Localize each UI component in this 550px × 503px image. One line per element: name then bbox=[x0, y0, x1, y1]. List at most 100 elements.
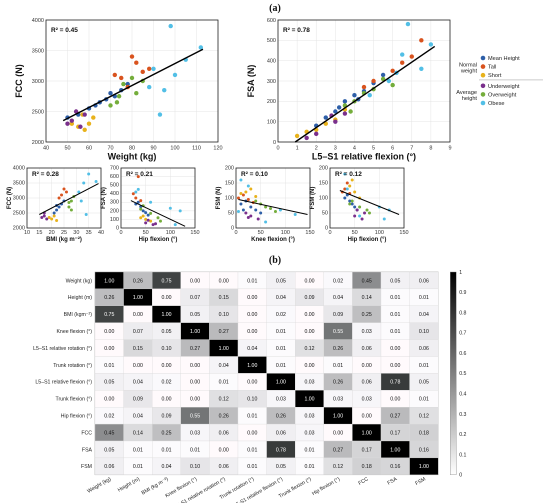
plot-frame bbox=[235, 167, 311, 229]
y-tick-label: 4000 bbox=[32, 18, 44, 24]
heatmap-value: 1.00 bbox=[247, 363, 257, 369]
data-point bbox=[419, 38, 424, 43]
heatmap-value: 0.00 bbox=[104, 329, 114, 335]
data-point bbox=[69, 208, 73, 212]
heatmap-col-label: FSM bbox=[414, 476, 426, 487]
plot-frame bbox=[26, 167, 102, 229]
data-point bbox=[168, 206, 172, 210]
r-squared-annotation: R² = 0.78 bbox=[283, 27, 310, 34]
heatmap-value: 0.00 bbox=[247, 312, 257, 318]
y-tick-label: 0 bbox=[231, 225, 234, 231]
heatmap-value: 1.00 bbox=[333, 413, 343, 419]
data-point bbox=[254, 195, 258, 198]
data-point bbox=[343, 172, 347, 176]
data-point bbox=[294, 133, 300, 139]
data-point bbox=[139, 216, 143, 220]
y-tick-label: 400 bbox=[267, 59, 276, 65]
heatmap-value: 0.75 bbox=[104, 312, 114, 318]
heatmap-value: 0.00 bbox=[133, 363, 143, 369]
x-axis-label: L5–S1 relative flexion (°) bbox=[312, 152, 416, 162]
heatmap-row-label: Trunk flexion (°) bbox=[56, 397, 93, 403]
heatmap-value: 0.00 bbox=[247, 329, 257, 335]
y-tick-label: 0 bbox=[116, 225, 119, 231]
heatmap-value: 0.01 bbox=[304, 464, 314, 470]
heatmap-value: 0.10 bbox=[190, 464, 200, 470]
data-point bbox=[348, 199, 352, 203]
data-point bbox=[350, 202, 354, 206]
x-tick-label: 10 bbox=[24, 230, 30, 236]
heatmap-value: 0.26 bbox=[133, 278, 143, 284]
data-point bbox=[246, 216, 250, 219]
y-tick-label: 2000 bbox=[32, 140, 44, 146]
heatmap-value: 0.26 bbox=[219, 413, 229, 419]
heatmap-value: 0.15 bbox=[219, 295, 229, 301]
data-point bbox=[269, 207, 273, 210]
data-point bbox=[157, 112, 163, 117]
x-tick-label: 100 bbox=[375, 230, 384, 236]
data-point bbox=[141, 209, 145, 213]
heatmap-value: 1.00 bbox=[133, 295, 143, 301]
x-tick-label: 1 bbox=[296, 146, 299, 152]
heatmap-value: 0.07 bbox=[190, 295, 200, 301]
data-point bbox=[149, 200, 153, 204]
heatmap-value: 0.16 bbox=[390, 464, 400, 470]
x-tick-label: 50 bbox=[64, 146, 70, 152]
heatmap-value: 0.04 bbox=[276, 295, 286, 301]
heatmap-value: 0.00 bbox=[390, 397, 400, 403]
heatmap-value: 0.05 bbox=[104, 380, 114, 386]
data-point bbox=[323, 115, 328, 120]
heatmap-value: 0.01 bbox=[390, 329, 400, 335]
x-tick-label: 15 bbox=[36, 230, 42, 236]
legend-marker bbox=[480, 92, 486, 97]
heatmap-value: 0.00 bbox=[133, 312, 143, 318]
heatmap-value: 0.27 bbox=[190, 346, 200, 352]
data-point bbox=[134, 196, 138, 200]
trend-line bbox=[130, 200, 186, 227]
data-point bbox=[134, 190, 138, 194]
y-tick-label: 150 bbox=[319, 180, 328, 186]
heatmap-value: 0.01 bbox=[390, 295, 400, 301]
y-tick-label: 100 bbox=[110, 217, 119, 223]
data-point bbox=[149, 211, 153, 215]
heatmap-value: 0.00 bbox=[304, 363, 314, 369]
heatmap-value: 0.04 bbox=[133, 380, 143, 386]
y-tick-label: 500 bbox=[110, 183, 119, 189]
data-point bbox=[353, 214, 357, 218]
colorbar-tick-label: 1 bbox=[459, 270, 462, 276]
r-squared-annotation: R² = 0.12 bbox=[335, 171, 362, 178]
y-tick-label: 200 bbox=[225, 165, 234, 171]
heatmap-value: 1.00 bbox=[219, 346, 229, 352]
heatmap-value: 0.01 bbox=[304, 447, 314, 453]
data-point bbox=[40, 216, 44, 219]
y-axis-label: FSM (N) bbox=[216, 187, 222, 210]
data-point bbox=[358, 205, 362, 209]
heatmap-value: 0.27 bbox=[390, 413, 400, 419]
data-point bbox=[131, 192, 135, 196]
x-axis-label: Hip flexion (°) bbox=[139, 237, 178, 243]
heatmap-value: 0.01 bbox=[247, 278, 257, 284]
heatmap-value: 1.00 bbox=[419, 464, 429, 470]
heatmap-value: 0.05 bbox=[419, 380, 429, 386]
heatmap-value: 0.01 bbox=[133, 464, 143, 470]
y-tick-label: 600 bbox=[110, 174, 119, 180]
heatmap-value: 1.00 bbox=[276, 380, 286, 386]
data-point bbox=[363, 211, 367, 215]
data-point bbox=[114, 100, 120, 105]
heatmap-row-label: FSM bbox=[81, 464, 92, 470]
data-point bbox=[428, 42, 434, 47]
heatmap-value: 0.05 bbox=[276, 278, 286, 284]
y-tick-label: 200 bbox=[319, 165, 328, 171]
data-point bbox=[55, 219, 59, 222]
heatmap-value: 0.01 bbox=[419, 295, 429, 301]
legend-group-label: Normal weight bbox=[459, 63, 477, 75]
x-tick-label: 35 bbox=[86, 230, 92, 236]
y-tick-label: 3000 bbox=[13, 195, 25, 201]
heatmap-value: 0.01 bbox=[419, 363, 429, 369]
heatmap-value: 0.27 bbox=[333, 447, 343, 453]
heatmap-value: 0.06 bbox=[419, 346, 429, 352]
data-point bbox=[57, 205, 61, 209]
y-tick-label: 0 bbox=[325, 225, 328, 231]
heatmap-value: 0.06 bbox=[362, 346, 372, 352]
heatmap-value: 0.55 bbox=[333, 329, 343, 335]
data-point bbox=[134, 60, 139, 65]
